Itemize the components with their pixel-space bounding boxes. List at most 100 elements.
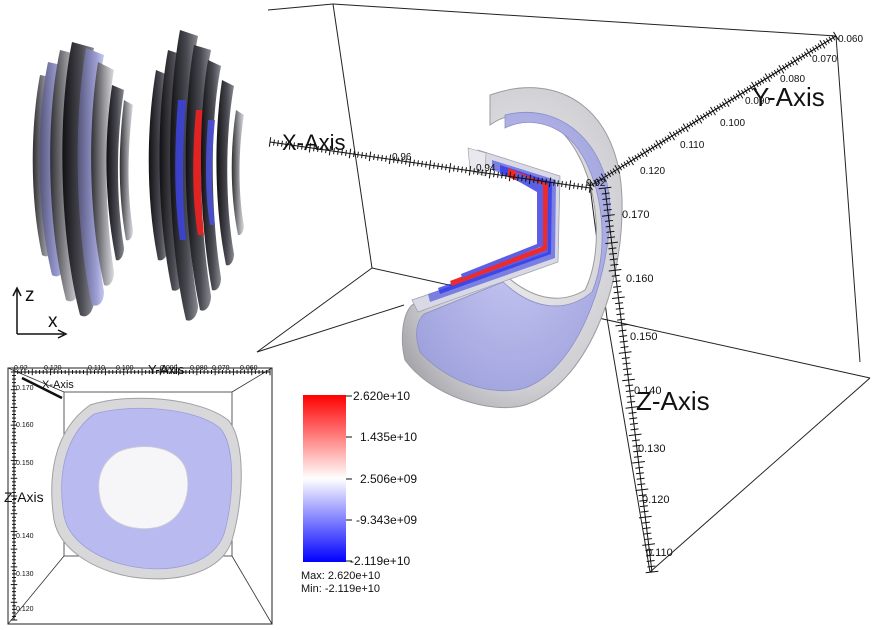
axis-tick-mark (629, 418, 637, 419)
axis-tick-mark (733, 95, 736, 100)
main-3d-view[interactable]: X-Axis 0.96 0.94 0.92 Y-Axis 0.060 0.070… (257, 4, 870, 573)
axis-tick-mark (438, 163, 439, 169)
y-axis: Y-Axis 0.060 0.070 0.080 0.090 0.100 0.1… (588, 32, 864, 190)
axis-tick-mark (624, 374, 632, 375)
axis-tick-mark (389, 154, 390, 164)
fv-y-tick-label: 0.060 (240, 365, 258, 372)
front-view-z-axis-title: Z-Axis (4, 489, 44, 505)
axis-tick-mark (578, 183, 579, 189)
axis-tick-mark (613, 286, 621, 287)
axis-tick-mark (772, 72, 775, 77)
colorbar: 2.620e+10 1.435e+10 2.506e+09 -9.343e+09… (301, 389, 417, 595)
fv-z-tick-label: 0.160 (16, 422, 34, 429)
orientation-right-label: x (48, 311, 58, 332)
z-tick-label: 0.140 (634, 385, 662, 397)
axis-tick-mark (637, 478, 645, 479)
axis-tick-mark (386, 156, 387, 162)
axis-tick-mark (274, 140, 275, 146)
axis-tick-mark (731, 97, 734, 102)
colorbar-max-label: Max: 2.620e+10 (301, 570, 380, 582)
axis-tick-mark (681, 127, 684, 132)
y-tick-label: 0.110 (680, 140, 705, 151)
axis-tick-mark (744, 88, 747, 93)
fv-y-tick-label: 0.120 (44, 365, 62, 372)
axis-tick-mark (632, 440, 640, 441)
axis-tick-mark (774, 70, 777, 75)
orientation-axes (13, 288, 66, 338)
colorbar-tick-label: 2.506e+09 (360, 472, 417, 486)
axis-tick-mark (615, 303, 623, 304)
axis-tick-mark (796, 57, 799, 62)
fv-y-tick-label: 0.92 (14, 365, 28, 372)
fv-z-tick-label: 0.170 (16, 385, 34, 392)
colorbar-tick-label: 1.435e+10 (360, 430, 417, 444)
axis-tick-mark (616, 308, 624, 309)
front-view-panel[interactable]: Y-Axis X-Axis Z-Axis 0.92 0.120 0.110 0.… (4, 362, 272, 624)
axis-tick-mark (818, 43, 821, 48)
axis-tick-mark (641, 511, 649, 512)
y-tick-label: 0.070 (812, 54, 837, 65)
axis-tick-mark (815, 45, 818, 50)
axis-tick-mark (802, 53, 805, 58)
orientation-up-label: z (25, 285, 35, 306)
axis-tick-mark (676, 130, 679, 135)
axis-tick-mark (646, 148, 649, 153)
axis-tick-mark (625, 385, 633, 386)
colorbar-tick-label: 2.620e+10 (353, 389, 410, 403)
axis-tick-mark (617, 319, 625, 320)
axis-tick-mark (621, 347, 629, 348)
axis-tick-mark (813, 47, 816, 52)
fv-z-tick-label: 0.120 (16, 606, 34, 613)
axis-tick-mark (618, 330, 626, 331)
axis-tick-mark (643, 528, 651, 529)
axis-tick-mark (612, 281, 620, 282)
axis-tick-mark (358, 152, 359, 158)
axis-tick-mark (706, 112, 709, 117)
slab-group-left (33, 42, 133, 316)
y-tick-label: 0.120 (640, 166, 665, 177)
axis-tick-mark (785, 63, 788, 68)
axis-tick-mark (791, 60, 794, 65)
axis-tick-mark (777, 68, 780, 73)
axis-tick-mark (660, 140, 663, 145)
axis-tick-mark (623, 369, 631, 370)
axis-tick-mark (346, 150, 347, 156)
axis-tick-mark (826, 38, 829, 43)
axis-tick-mark (374, 154, 375, 160)
axis-tick-mark (627, 401, 635, 402)
axis-tick-mark (422, 161, 423, 167)
axis-tick-mark (637, 484, 645, 485)
fv-y-tick-label: 0.080 (190, 365, 208, 372)
axis-tick-mark (636, 473, 644, 474)
fv-y-tick-label: 0.110 (88, 365, 105, 372)
front-view-x-axis-title: X-Axis (42, 379, 74, 391)
axis-tick-mark (643, 533, 651, 534)
axis-tick-mark (623, 363, 631, 364)
axis-tick-mark (369, 152, 370, 162)
axis-tick-mark (709, 110, 712, 115)
colorbar-tick-label: -2.119e+10 (350, 554, 410, 568)
axis-tick-mark (582, 184, 583, 190)
z-tick-label: 0.160 (626, 273, 654, 285)
axis-tick-mark (703, 113, 706, 118)
axis-tick-mark (621, 163, 624, 168)
colorbar-tick-label: -9.343e+09 (356, 513, 417, 527)
x-tick-label: 0.94 (476, 163, 496, 174)
axis-tick-mark (458, 166, 459, 172)
slab-stack-view[interactable]: z x (13, 30, 244, 338)
axis-tick-mark (788, 62, 791, 67)
axis-tick-mark (634, 456, 642, 457)
z-tick-label: 0.170 (622, 209, 650, 221)
x-axis: X-Axis 0.96 0.94 0.92 (269, 130, 606, 193)
y-tick-label: 0.100 (720, 118, 745, 129)
axis-tick-mark (619, 336, 627, 337)
z-tick-label: 0.120 (642, 494, 670, 506)
axis-tick-mark (362, 152, 363, 158)
axis-tick-mark (462, 167, 463, 173)
axis-tick-mark (644, 539, 652, 540)
axis-tick-mark (631, 429, 639, 430)
axis-tick-mark (378, 155, 379, 161)
axis-tick-mark (742, 90, 745, 95)
axis-tick-mark (701, 115, 704, 120)
